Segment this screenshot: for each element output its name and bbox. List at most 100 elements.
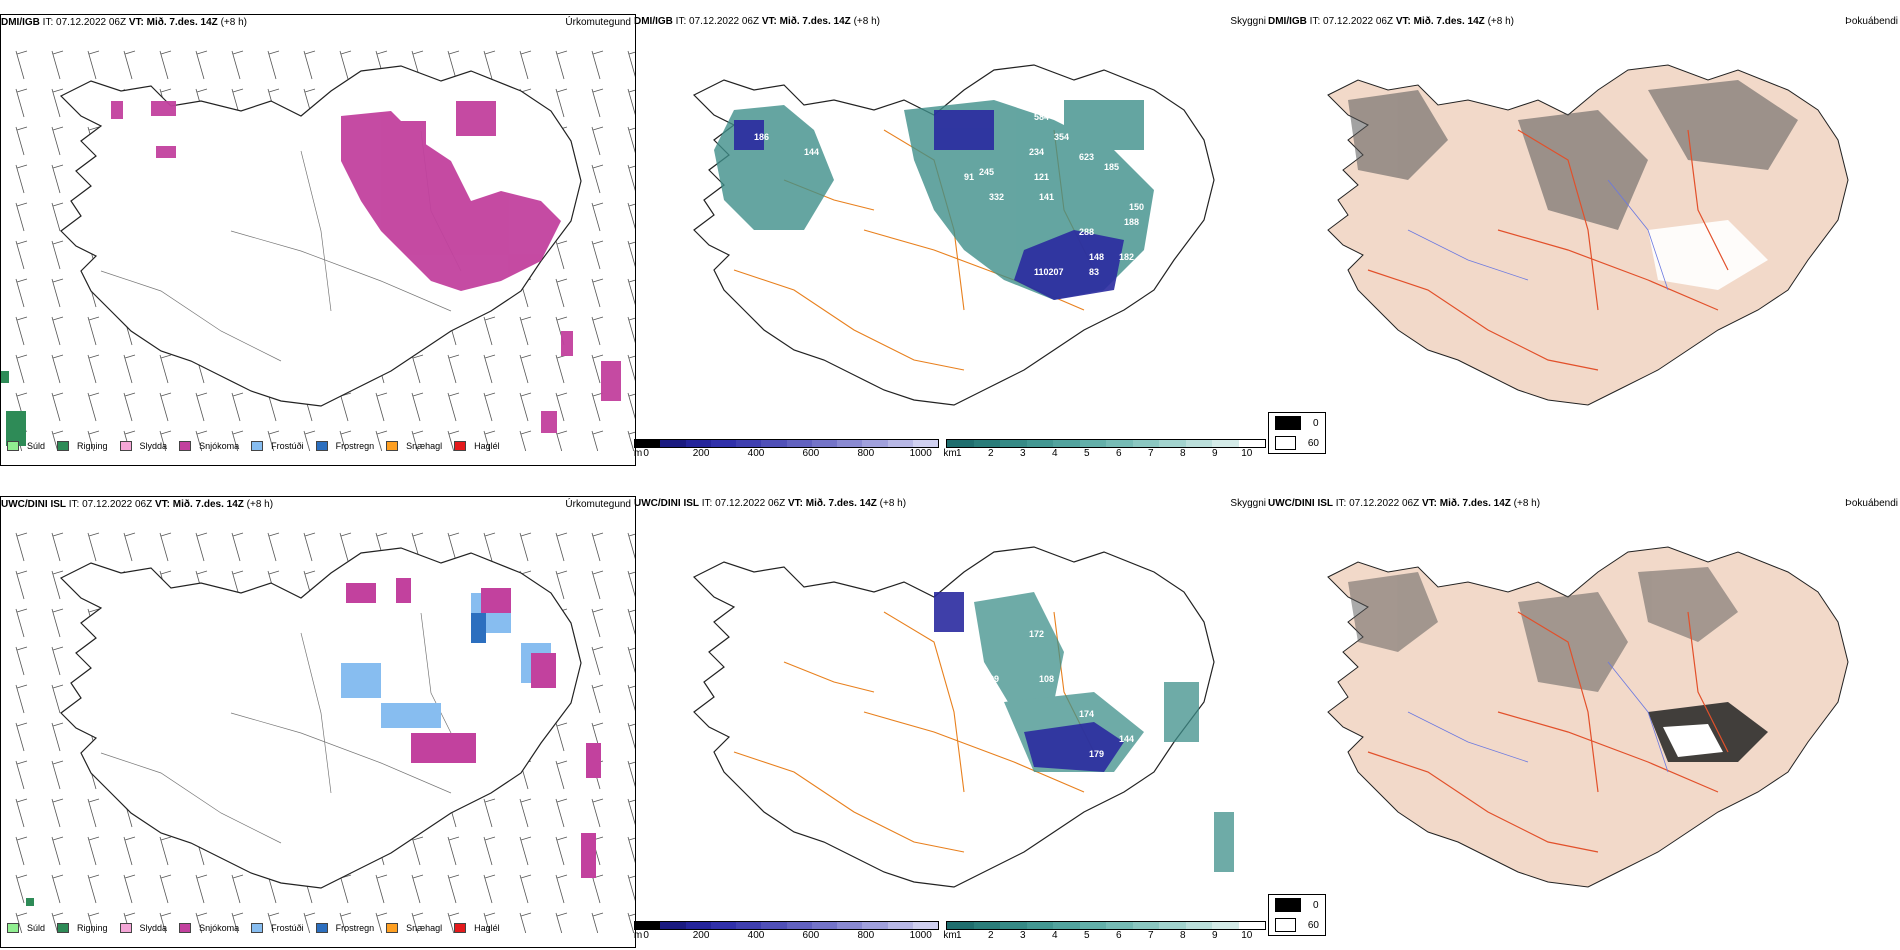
precip-legend-label: Rigning	[77, 923, 108, 933]
visibility-colorbar: km 1 2 3 4 5 6 7 8 9 10	[943, 439, 1266, 460]
colorbar-cell	[887, 922, 913, 929]
colorbar-cell	[887, 440, 913, 447]
ceiling-label: 188	[1124, 217, 1139, 227]
colorbar-cell	[912, 440, 938, 447]
ceiling-fields	[734, 110, 1124, 300]
wind-barb	[231, 912, 244, 933]
wind-barb	[15, 50, 28, 80]
wind-barb	[87, 874, 100, 904]
wind-barb	[627, 836, 635, 863]
wind-barb	[519, 532, 532, 562]
ceiling-label: 127	[789, 232, 804, 242]
ceiling-label: 354	[1054, 132, 1069, 142]
wind-barb	[519, 50, 532, 80]
colorbar-tick-label: 0	[643, 930, 649, 941]
fog-legend-swatch	[1275, 436, 1296, 450]
wind-barb	[231, 532, 244, 562]
ceiling-colorbar-cells	[634, 439, 939, 448]
colorbar-cell	[660, 440, 686, 447]
rain-areas	[1, 371, 26, 446]
precip-legend: Súld Rigning Slydda Snjókoma Frostúði Frostre…	[7, 441, 510, 451]
colorbar-cell	[973, 440, 1000, 447]
panel-title: Úrkomutegund	[565, 17, 631, 28]
wind-barb	[591, 570, 604, 600]
colorbar-cell	[1053, 440, 1080, 447]
wind-barb	[15, 836, 28, 866]
ceiling-label: 144	[1119, 734, 1134, 744]
wind-barb	[267, 50, 280, 80]
wind-barb	[447, 50, 460, 80]
wind-barb	[591, 126, 604, 156]
precip-legend-label: Frostúði	[271, 441, 304, 451]
precip-legend-label: Súld	[27, 923, 46, 933]
model-name: UWC/DINI ISL	[634, 498, 699, 509]
model-name: DMI/IGB	[1268, 16, 1307, 27]
precip-legend-swatch	[386, 441, 399, 451]
roads	[100, 130, 462, 362]
lead-time: (+8 h)	[246, 499, 274, 510]
precip-legend-label: Haglél	[474, 441, 500, 451]
wind-barb	[627, 608, 635, 635]
ceiling-label: 150	[1129, 202, 1144, 212]
colorbar-cell	[1106, 440, 1133, 447]
colorbar-tick-label: 2	[988, 448, 994, 459]
wind-barb	[15, 646, 28, 676]
precip-legend-item: Snæhagl	[386, 923, 442, 933]
wind-barb	[411, 836, 424, 866]
colorbar-cell	[1026, 922, 1053, 929]
colorbar-cell	[1079, 440, 1106, 447]
wind-barb	[591, 684, 604, 714]
wind-barb	[447, 836, 460, 866]
model-name: DMI/IGB	[1, 17, 40, 28]
precip-legend-label: Snæhagl	[406, 923, 443, 933]
wind-barb	[195, 430, 208, 451]
precip-legend-label: Snjókoma	[199, 923, 240, 933]
precip-legend-swatch	[119, 441, 132, 451]
ceiling-label: 174	[1079, 709, 1094, 719]
precip-legend-swatch	[454, 923, 467, 933]
wind-barb	[519, 430, 532, 451]
precip-legend-item: Frostúði	[251, 923, 304, 933]
ceiling-label: 186	[1024, 342, 1039, 352]
precip-legend: Súld Rigning Slydda Snjókoma Frostúði Frostre…	[7, 923, 510, 933]
lead-time: (+8 h)	[853, 16, 880, 27]
wind-barb	[483, 430, 496, 451]
roads	[733, 611, 1095, 853]
wind-barb	[51, 202, 64, 232]
wind-barb	[339, 532, 352, 562]
wind-barb	[15, 532, 28, 562]
wind-barb	[519, 912, 532, 933]
wind-barb	[411, 430, 424, 451]
colorbar-cell	[685, 440, 711, 447]
ceiling-label: 99	[989, 674, 999, 684]
wind-barb	[195, 532, 208, 562]
fog-legend-label: 60	[1307, 437, 1319, 449]
precip-legend-swatch	[119, 923, 132, 933]
ceiling-label: 300	[754, 614, 769, 624]
colorbar-cell	[947, 440, 974, 447]
wind-barb	[231, 874, 244, 904]
wind-barb	[51, 164, 64, 194]
wind-barb	[303, 50, 316, 80]
visibility-map: 300 135 111 84 99 172 189 108 347 174 179 144 374 88	[692, 546, 1234, 888]
ceiling-label: 265	[1024, 307, 1039, 317]
wind-barb	[195, 874, 208, 904]
wind-barb	[87, 836, 100, 866]
precip-legend-swatch	[7, 923, 19, 933]
wind-barb	[591, 88, 604, 118]
colorbar-unit: m	[633, 930, 643, 941]
ceiling-label: 111	[804, 629, 818, 639]
fog-legend-row: 60	[1269, 915, 1325, 935]
precip-legend-label: Rigning	[77, 441, 108, 451]
wind-barb	[627, 760, 635, 787]
colorbar-tick-label: 4	[1052, 930, 1058, 941]
wind-barb	[51, 88, 64, 118]
wind-barb	[411, 392, 424, 422]
wind-barb	[303, 430, 316, 451]
fog-legend-row: 0	[1269, 413, 1325, 433]
wind-barb	[555, 88, 568, 118]
colorbar-tick-label: 8	[1180, 448, 1186, 459]
wind-barb	[627, 392, 635, 419]
colorbar-tick-label: 1000	[909, 930, 932, 941]
colorbar-tick-label: 400	[747, 448, 765, 459]
